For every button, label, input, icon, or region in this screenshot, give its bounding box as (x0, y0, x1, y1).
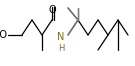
Text: N: N (57, 32, 65, 42)
Text: HO: HO (0, 30, 7, 40)
Text: O: O (48, 5, 56, 15)
Text: H: H (58, 44, 64, 53)
